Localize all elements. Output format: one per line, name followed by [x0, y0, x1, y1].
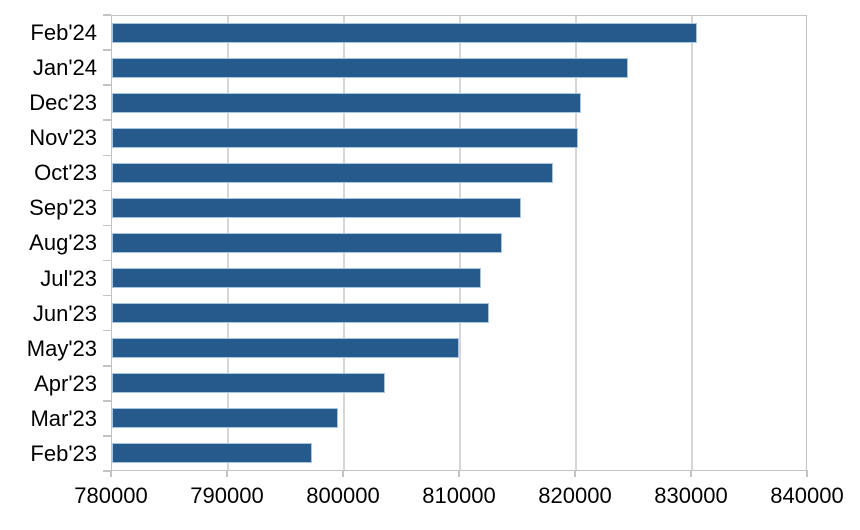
y-axis-tick — [103, 470, 111, 472]
y-axis-tick — [103, 259, 111, 262]
gridline — [575, 16, 577, 470]
x-axis-tick-label: 820000 — [538, 483, 612, 508]
x-axis-tick-label: 780000 — [74, 483, 148, 508]
x-axis-tick — [458, 470, 460, 477]
bar-oct23 — [112, 162, 553, 183]
y-axis-category-label: Feb'23 — [30, 440, 97, 466]
bar-apr23 — [112, 373, 385, 394]
y-axis-tick — [103, 154, 111, 157]
y-axis-tick — [103, 84, 111, 86]
y-axis-tick — [103, 49, 111, 51]
y-axis-category-label: Feb'24 — [30, 20, 97, 45]
bar-jan24 — [112, 57, 629, 78]
bar-feb24 — [112, 22, 697, 43]
y-axis-category-label: Sep'23 — [29, 195, 97, 221]
x-axis-tick — [342, 470, 344, 477]
y-axis-category-label: Mar'23 — [30, 405, 97, 431]
bar-nov23 — [112, 127, 579, 148]
bar-aug23 — [112, 233, 502, 253]
y-axis-tick — [103, 224, 111, 227]
y-axis-category-label: Jul'23 — [40, 265, 97, 291]
y-axis-tick — [103, 365, 111, 367]
x-axis-tick-label: 800000 — [306, 483, 380, 508]
y-axis-category-label: Oct'23 — [34, 160, 97, 186]
x-axis-tick-label: 840000 — [770, 483, 844, 508]
x-axis-tick — [226, 470, 228, 477]
plot-area — [111, 15, 807, 471]
bar-feb23 — [112, 443, 312, 464]
bar-jul23 — [112, 268, 481, 289]
bar-dec23 — [112, 92, 581, 113]
y-axis-tick — [103, 189, 111, 192]
x-axis-tick — [806, 470, 808, 477]
x-axis-tick-label: 810000 — [422, 483, 496, 508]
x-axis-tick-label: 830000 — [654, 483, 728, 508]
y-axis-category-label: May'23 — [26, 335, 97, 361]
y-axis-category-label: Nov'23 — [29, 125, 97, 151]
x-axis-tick — [110, 470, 112, 477]
y-axis-category-label: Aug'23 — [29, 230, 97, 256]
bar-may23 — [112, 338, 459, 359]
x-axis-tick-label: 790000 — [190, 483, 264, 508]
bar-mar23 — [112, 408, 339, 429]
y-axis-tick — [103, 400, 111, 402]
bar-jun23 — [112, 303, 489, 324]
y-axis-category-label: Jan'24 — [32, 55, 97, 81]
y-axis-category-label: Jun'23 — [32, 300, 97, 326]
y-axis-tick — [103, 435, 111, 437]
x-axis-tick — [574, 470, 576, 477]
y-axis-tick — [103, 14, 111, 16]
gridline — [691, 16, 693, 470]
y-axis-tick — [103, 329, 111, 332]
y-axis-tick — [103, 119, 111, 121]
bar-sep23 — [112, 197, 522, 218]
y-axis-category-label: Dec'23 — [29, 90, 97, 116]
x-axis-tick — [690, 470, 692, 477]
y-axis-category-label: Apr'23 — [34, 370, 97, 396]
y-axis-tick — [103, 294, 111, 297]
